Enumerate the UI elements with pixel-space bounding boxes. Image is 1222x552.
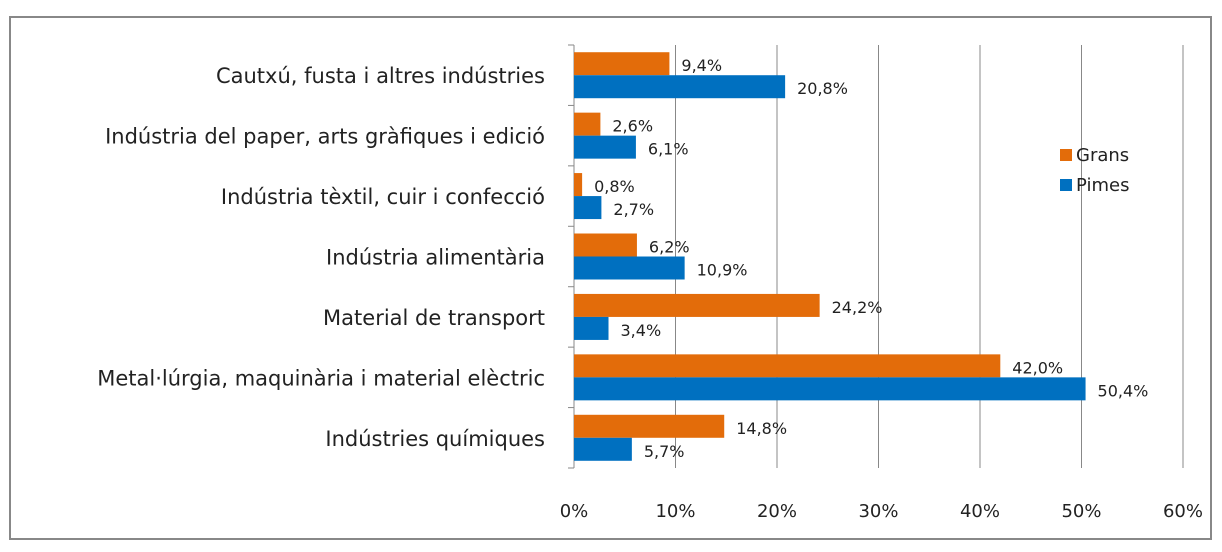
x-tick-label: 60% [1163, 501, 1203, 522]
bar [574, 233, 637, 257]
y-tick-label: Metal·lúrgia, maquinària i material elèc… [97, 366, 545, 390]
bar [574, 256, 685, 280]
value-label: 42,0% [1012, 358, 1063, 377]
value-label: 9,4% [681, 56, 722, 75]
value-label: 0,8% [594, 177, 635, 196]
legend-swatch [1060, 149, 1072, 161]
value-label: 50,4% [1098, 381, 1149, 400]
bar [574, 196, 602, 220]
value-label: 2,6% [612, 117, 653, 136]
x-tick-label: 50% [1061, 501, 1101, 522]
value-label: 5,7% [644, 442, 685, 461]
value-label: 24,2% [832, 298, 883, 317]
y-tick-label: Indústria tèxtil, cuir i confecció [221, 185, 545, 209]
bar [574, 135, 636, 159]
value-label: 6,2% [649, 238, 690, 257]
bar [574, 414, 725, 438]
bar [574, 316, 609, 340]
value-label: 3,4% [621, 321, 662, 340]
y-tick-label: Material de transport [323, 306, 545, 330]
x-tick-label: 10% [655, 501, 695, 522]
bar [574, 437, 632, 461]
y-tick-label: Indústria alimentària [326, 246, 545, 270]
bar [574, 293, 820, 317]
x-tick-label: 20% [757, 501, 797, 522]
y-tick-label: Indústria del paper, arts gràfiques i ed… [105, 125, 545, 149]
legend-label: Pimes [1076, 175, 1129, 196]
value-label: 2,7% [613, 200, 654, 219]
y-tick-label: Indústries químiques [325, 427, 545, 451]
bar [574, 173, 583, 197]
bar [574, 377, 1086, 401]
bar [574, 75, 786, 99]
bar [574, 112, 601, 136]
y-tick-label: Cautxú, fusta i altres indústries [216, 64, 545, 88]
x-tick-label: 0% [560, 501, 589, 522]
value-label: 10,9% [697, 261, 748, 280]
value-label: 20,8% [797, 79, 848, 98]
x-tick-label: 40% [960, 501, 1000, 522]
x-tick-label: 30% [858, 501, 898, 522]
legend-label: Grans [1076, 145, 1129, 166]
value-label: 6,1% [648, 140, 689, 159]
value-label: 14,8% [736, 419, 787, 438]
bar [574, 52, 670, 76]
bar [574, 354, 1001, 378]
legend-swatch [1060, 179, 1072, 191]
